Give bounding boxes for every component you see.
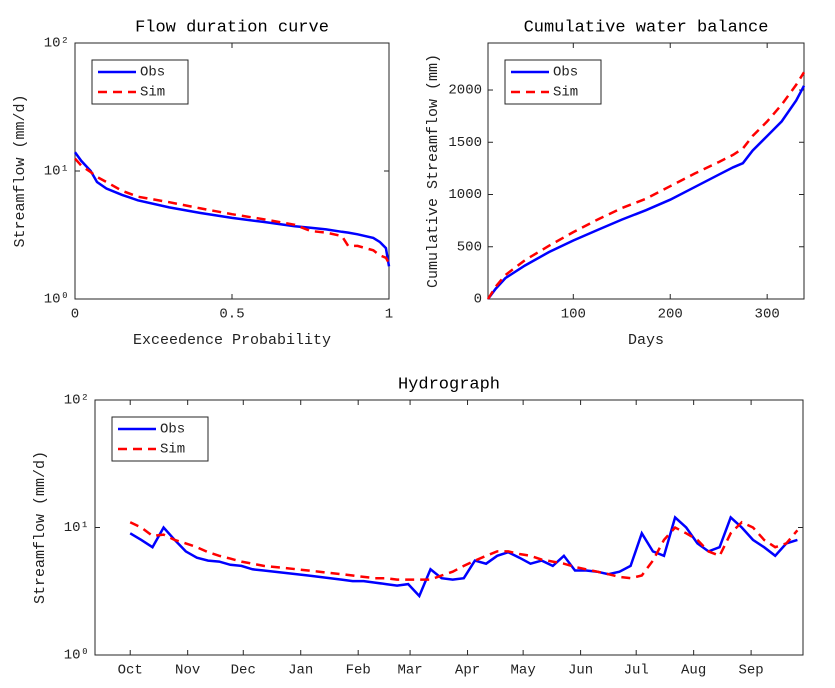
- y-axis-label: Streamflow (mm/d): [12, 94, 29, 247]
- series-line: [487, 85, 806, 300]
- x-tick-label: 300: [755, 307, 780, 323]
- series-line: [73, 151, 391, 267]
- y-tick-label: 500: [457, 239, 482, 255]
- y-tick-label: 10²: [64, 393, 89, 409]
- legend-box: [504, 59, 602, 105]
- x-tick-label: Sep: [738, 663, 763, 679]
- x-tick-label: 200: [658, 307, 683, 323]
- x-tick-label: Feb: [346, 663, 371, 679]
- chart-title: Hydrograph: [398, 375, 500, 394]
- x-tick-label: Jul: [624, 663, 649, 679]
- x-axis-label: Exceedence Probability: [133, 332, 331, 349]
- x-tick-label: Apr: [455, 663, 480, 679]
- legend-label: Obs: [160, 422, 185, 438]
- legend: Obs Sim: [91, 59, 189, 105]
- x-tick-label: Mar: [397, 663, 422, 679]
- y-tick-label: 1000: [448, 187, 482, 203]
- x-tick-label: 1: [385, 307, 393, 323]
- x-tick-label: 0: [71, 307, 79, 323]
- x-tick-label: 0.5: [219, 307, 244, 323]
- y-axis-label: Cumulative Streamflow (mm): [425, 54, 442, 288]
- legend: Obs Sim: [504, 59, 602, 105]
- y-tick-label: 0: [474, 292, 482, 308]
- series-line: [74, 157, 391, 264]
- x-tick-label: May: [511, 663, 536, 679]
- y-tick-label: 10⁰: [44, 292, 69, 308]
- x-tick-label: Dec: [231, 663, 256, 679]
- y-tick-label: 10¹: [64, 520, 89, 536]
- y-tick-label: 1500: [448, 135, 482, 151]
- legend-label: Sim: [140, 85, 165, 101]
- y-tick-label: 10⁰: [64, 648, 89, 664]
- chart-title: Cumulative water balance: [524, 18, 769, 37]
- x-tick-label: Jan: [288, 663, 313, 679]
- x-tick-label: Jun: [568, 663, 593, 679]
- y-tick-label: 10¹: [44, 164, 69, 180]
- legend: Obs Sim: [111, 416, 209, 462]
- x-axis-label: Days: [628, 332, 664, 349]
- legend-label: Sim: [160, 442, 185, 458]
- y-tick-label: 2000: [448, 83, 482, 99]
- series-line: [129, 520, 799, 581]
- legend-label: Obs: [140, 65, 165, 81]
- series-line: [129, 515, 798, 599]
- x-tick-label: Aug: [681, 663, 706, 679]
- series-line: [486, 71, 806, 300]
- legend-label: Obs: [553, 65, 578, 81]
- y-tick-label: 10²: [44, 36, 69, 52]
- x-tick-label: Oct: [118, 663, 143, 679]
- chart-title: Flow duration curve: [135, 18, 329, 37]
- legend-box: [111, 416, 209, 462]
- x-tick-label: Nov: [175, 663, 200, 679]
- x-tick-label: 100: [561, 307, 586, 323]
- legend-box: [91, 59, 189, 105]
- legend-label: Sim: [553, 85, 578, 101]
- y-axis-label: Streamflow (mm/d): [32, 451, 49, 604]
